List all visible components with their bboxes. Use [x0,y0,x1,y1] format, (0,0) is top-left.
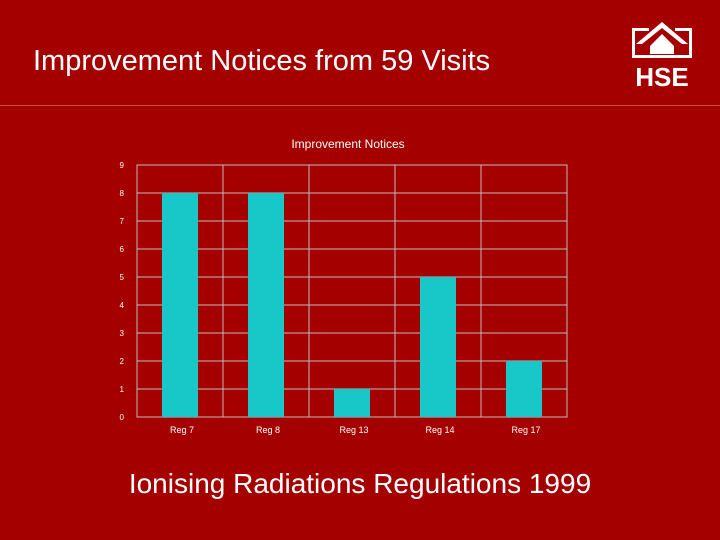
hse-logo: HSE [632,22,692,90]
x-tick-label: Reg 17 [511,425,540,435]
bar [162,193,198,417]
x-tick-label: Reg 8 [256,425,280,435]
y-tick-label: 6 [120,245,125,254]
chart-title: Improvement Notices [291,137,405,151]
bar [334,389,370,417]
plot-frame [136,164,568,418]
x-tick-label: Reg 7 [170,425,194,435]
bar [506,361,542,417]
slide-title: Improvement Notices from 59 Visits [33,45,491,77]
x-tick-label: Reg 14 [425,425,454,435]
hse-logo-text: HSE [635,62,688,90]
slide-footer: Ionising Radiations Regulations 1999 [128,468,592,499]
y-tick-label: 8 [120,189,125,198]
hse-house-logo-icon [632,22,692,58]
x-tick-label: Reg 13 [339,425,368,435]
y-tick-label: 0 [120,413,125,422]
y-tick-label: 7 [120,217,125,226]
y-tick-label: 2 [120,357,125,366]
bar [420,277,456,417]
y-tick-label: 9 [120,161,125,170]
y-tick-label: 4 [120,301,125,310]
y-tick-label: 5 [120,273,125,282]
y-tick-label: 3 [120,329,125,338]
header-divider [0,105,720,106]
y-tick-label: 1 [120,385,125,394]
bar [248,193,284,417]
